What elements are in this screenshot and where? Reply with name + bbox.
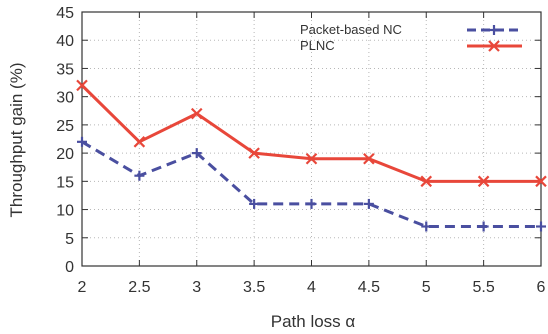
ticks: 0 5 10 15 20 25 30 35 40 45 2 2.5 3 3.5 4 4.5 5 5.5 6 [56,5,545,296]
y-axis-label: Throughput gain (%) [7,63,26,218]
marker-stroke [248,147,260,159]
legend-marker [488,40,500,52]
legend-label: Packet-based NC [300,22,402,37]
marker-stroke [420,175,433,188]
x-axis-label: Path loss α [271,312,356,331]
y-tick-label: 30 [56,90,74,107]
x-tick-label: 5 [422,279,431,296]
x-tick-label: 2 [78,279,87,296]
data-point [249,198,260,209]
data-point [134,170,145,181]
data-point [478,221,489,232]
x-tick-label: 2.5 [128,279,150,296]
marker-stroke [477,175,490,188]
marker-stroke [535,175,547,188]
data-point [191,148,202,159]
x-tick-label: 4 [307,279,316,296]
data-point [477,175,490,188]
legend-marker [489,25,499,35]
data-point [77,136,87,147]
data-point [363,152,375,165]
x-tick-label: 4.5 [358,279,380,296]
y-tick-label: 35 [56,61,74,78]
data-point [536,221,546,232]
marker-stroke [190,107,203,120]
series-line [80,84,541,183]
y-tick-label: 20 [56,146,74,163]
y-tick-label: 40 [56,33,74,50]
y-tick-label: 45 [56,5,74,22]
series-plnc [76,79,547,188]
marker-stroke [76,79,88,92]
data-point [190,107,203,120]
x-tick-label: 5.5 [473,279,495,296]
x-tick-label: 3.5 [243,279,265,296]
marker-stroke [488,40,500,52]
series-layer [76,79,547,232]
data-point [248,147,260,159]
y-tick-label: 0 [65,259,74,276]
data-point [535,175,547,188]
marker-stroke [133,136,146,148]
series-packet-based-nc [77,136,546,232]
data-point [133,136,146,148]
x-tick-label: 3 [192,279,201,296]
y-tick-label: 15 [56,174,74,191]
data-point [76,79,88,92]
data-point [420,175,433,188]
legend-label: PLNC [300,38,335,53]
x-tick-label: 6 [537,279,546,296]
y-tick-label: 10 [56,203,74,220]
y-tick-label: 5 [65,231,74,248]
grid [82,12,541,266]
y-tick-label: 25 [56,118,74,135]
data-point [421,221,432,232]
data-point [363,198,374,209]
data-point [306,198,317,209]
marker-stroke [305,152,318,165]
data-point [305,152,318,165]
marker-stroke [363,152,375,165]
